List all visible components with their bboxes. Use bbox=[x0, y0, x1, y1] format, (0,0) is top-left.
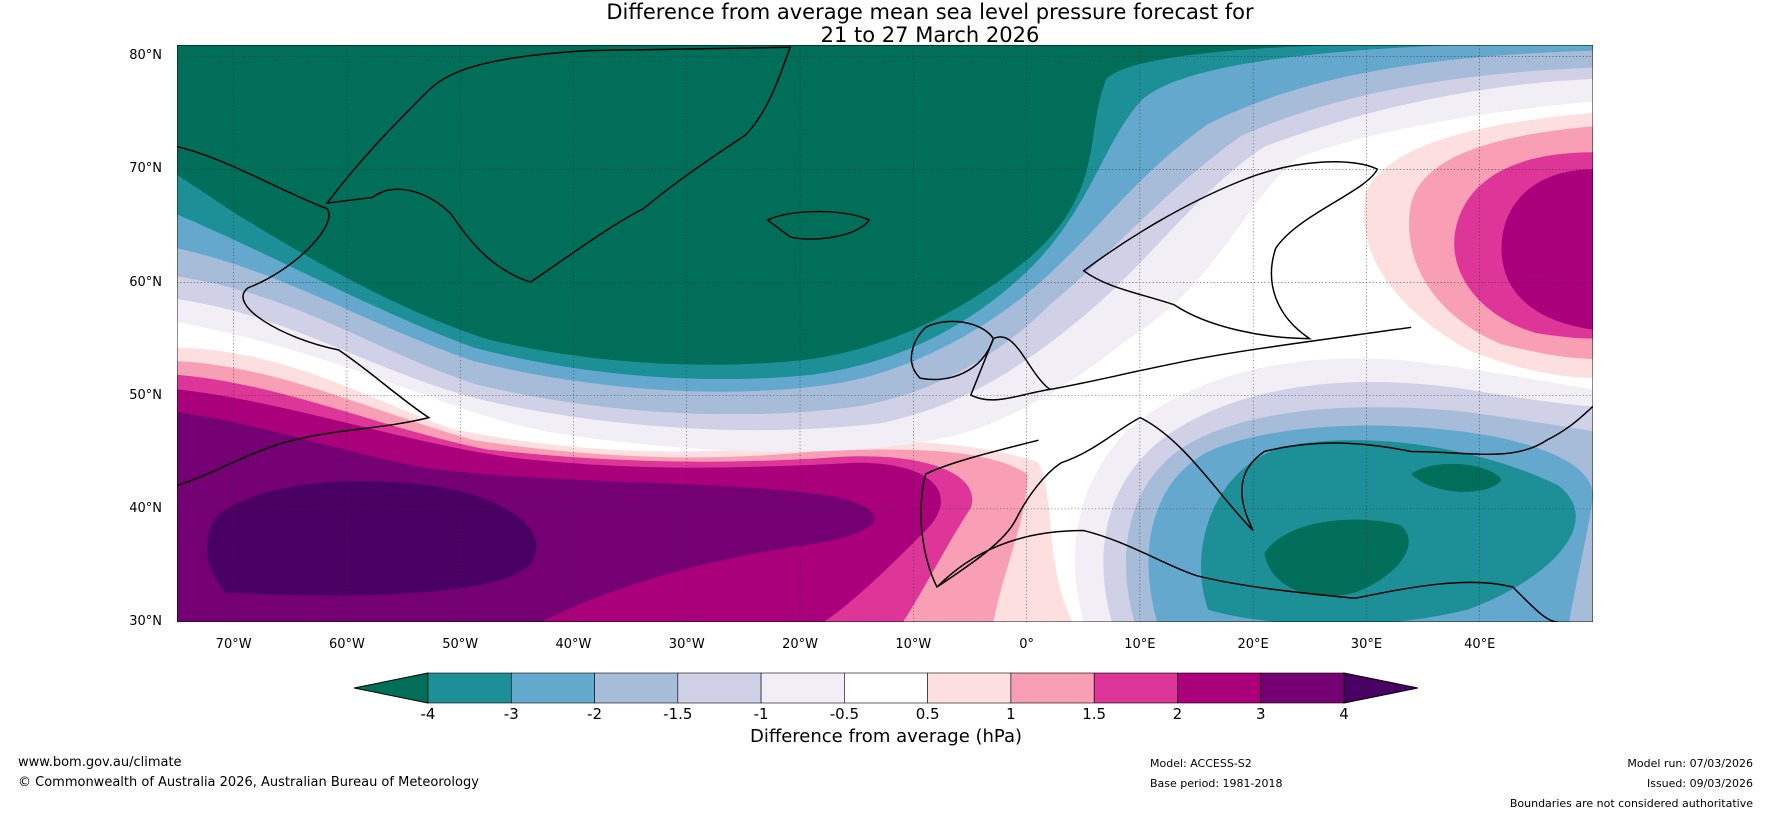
footer-model: Model: ACCESS-S2 bbox=[1150, 757, 1252, 770]
colorbar-swatch bbox=[427, 672, 512, 704]
longitude-label: 30°E bbox=[1350, 637, 1383, 652]
longitude-label: 70°W bbox=[215, 637, 252, 652]
colorbar-tick-label: -0.5 bbox=[829, 705, 859, 723]
footer-model-run: Model run: 07/03/2026 bbox=[1627, 757, 1753, 770]
latitude-label: 30°N bbox=[129, 614, 162, 629]
latitude-label: 60°N bbox=[129, 274, 162, 290]
colorbar-swatch bbox=[510, 672, 595, 704]
colorbar-tick-label: 1.5 bbox=[1082, 705, 1107, 723]
longitude-label: 40°W bbox=[555, 637, 592, 652]
colorbar-tick-label: -2 bbox=[587, 705, 603, 723]
longitude-label: 0° bbox=[1019, 637, 1034, 652]
longitude-label: 10°E bbox=[1124, 637, 1156, 652]
colorbar-swatch bbox=[844, 672, 928, 704]
colorbar-swatch bbox=[760, 672, 845, 704]
colorbar-under-triangle bbox=[354, 672, 429, 704]
longitude-label: 50°W bbox=[442, 637, 479, 652]
longitude-label: 10°W bbox=[895, 637, 932, 652]
colorbar-tick-label: 2 bbox=[1172, 705, 1183, 723]
contour-se-minus-4-blacksea bbox=[1411, 463, 1502, 492]
contour-ne-2 bbox=[1501, 169, 1593, 330]
coastlines bbox=[177, 46, 1593, 622]
footer-base-period: Base period: 1981-2018 bbox=[1150, 777, 1283, 790]
longitude-label: 20°W bbox=[782, 637, 818, 652]
graticule bbox=[177, 45, 1593, 622]
contour-n-minus-4 bbox=[177, 45, 1344, 365]
colorbar-tick-label: -4 bbox=[420, 705, 436, 723]
colorbar bbox=[354, 672, 1418, 704]
footer-url: www.bom.gov.au/climate bbox=[18, 755, 182, 770]
colorbar-label: Difference from average (hPa) bbox=[749, 726, 1023, 747]
colorbar-tick-label: -3 bbox=[503, 705, 519, 723]
pressure-anomaly-map bbox=[177, 45, 1593, 622]
colorbar-over-triangle bbox=[1343, 672, 1418, 704]
colorbar-swatch bbox=[1010, 672, 1095, 704]
colorbar-swatch bbox=[1177, 672, 1262, 704]
colorbar-swatch bbox=[1260, 672, 1345, 704]
latitude-label: 80°N bbox=[129, 48, 162, 64]
latitude-label: 40°N bbox=[129, 500, 162, 516]
contour-4 bbox=[206, 481, 537, 596]
longitude-label: 20°E bbox=[1237, 637, 1269, 652]
colorbar-tick-label: 4 bbox=[1339, 705, 1349, 723]
footer-issued: Issued: 09/03/2026 bbox=[1646, 777, 1753, 790]
latitude-label: 70°N bbox=[129, 161, 162, 177]
colorbar-swatch bbox=[927, 672, 1012, 704]
colorbar-tick-label: 0.5 bbox=[915, 705, 940, 723]
colorbar-tick-label: -1.5 bbox=[663, 705, 693, 723]
colorbar-swatch bbox=[1093, 672, 1178, 704]
title-line-1: Difference from average mean sea level p… bbox=[606, 0, 1254, 24]
longitude-label: 40°E bbox=[1464, 637, 1496, 652]
footer-copyright: © Commonwealth of Australia 2026, Austra… bbox=[18, 775, 479, 790]
colorbar-swatch bbox=[594, 672, 679, 704]
colorbar-swatch bbox=[677, 672, 762, 704]
colorbar-tick-label: 1 bbox=[1006, 705, 1016, 723]
longitude-label: 60°W bbox=[328, 637, 365, 652]
colorbar-tick-label: -1 bbox=[753, 705, 769, 723]
footer-disclaimer: Boundaries are not considered authoritat… bbox=[1509, 797, 1753, 810]
title-line-2: 21 to 27 March 2026 bbox=[820, 23, 1040, 47]
longitude-label: 30°W bbox=[668, 637, 705, 652]
latitude-label: 50°N bbox=[129, 387, 162, 403]
contour-se-minus-4-greece bbox=[1264, 519, 1409, 597]
colorbar-tick-label: 3 bbox=[1255, 705, 1266, 723]
